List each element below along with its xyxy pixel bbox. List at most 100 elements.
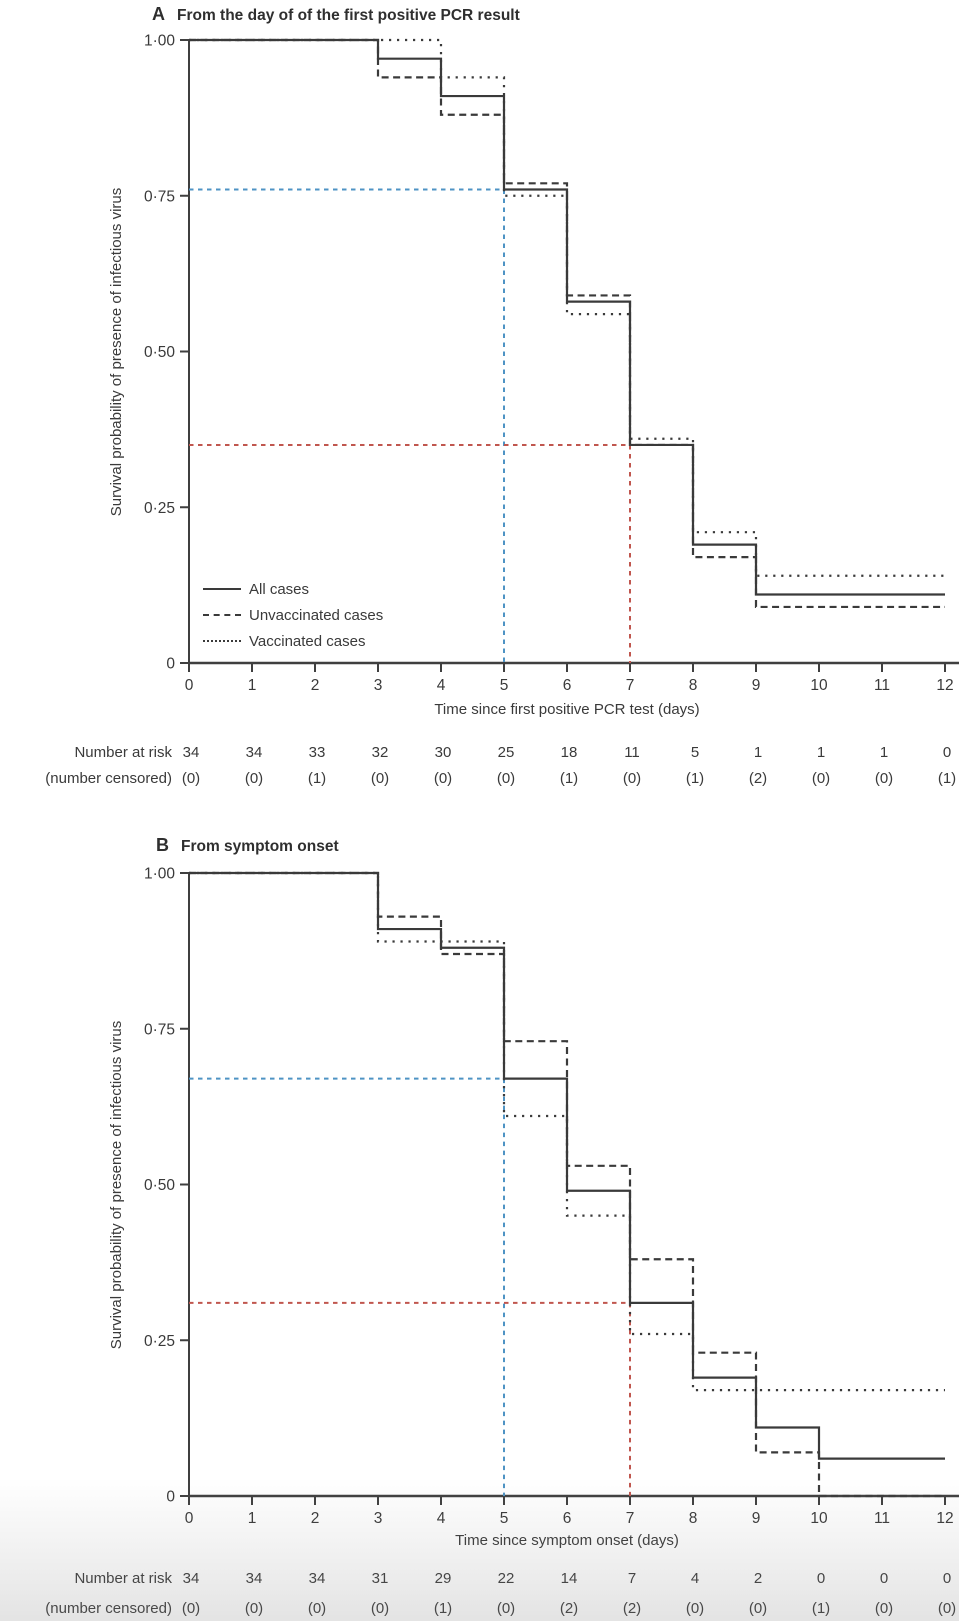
- panel-a-number-censored-row: (0) (0) (1) (0) (0) (0) (1) (0) (1) (2) (0) (0) (1): [0, 770, 959, 790]
- risk-cell: 22: [497, 1570, 515, 1587]
- risk-cell: (0): [181, 1600, 201, 1617]
- panel-a-title-text: From the day of of the first positive PC…: [177, 7, 520, 24]
- y-tick-label: 0·25: [144, 1333, 175, 1350]
- risk-cell: (0): [811, 770, 831, 787]
- panel-b-number-censored-row: (0) (0) (0) (0) (1) (0) (2) (2) (0) (0) (1) (0) (0): [0, 1600, 959, 1620]
- x-tick-label: 6: [563, 1510, 572, 1527]
- risk-cell: (0): [181, 770, 201, 787]
- risk-cell: 18: [560, 744, 578, 761]
- x-tick-label: 9: [752, 677, 761, 694]
- x-tick-label: 3: [374, 677, 383, 694]
- red-reference-day7: [189, 1301, 631, 1496]
- x-tick-label: 12: [936, 1510, 953, 1527]
- x-tick-label: 0: [185, 1510, 194, 1527]
- panel-b-title: B From symptom onset: [156, 835, 339, 856]
- series-unvaccinated-cases: [189, 871, 945, 1498]
- y-tick-label: 0: [166, 656, 175, 673]
- legend-label: Vaccinated cases: [249, 632, 366, 650]
- x-tick-label: 2: [311, 1510, 320, 1527]
- x-tick-label: 7: [626, 677, 635, 694]
- x-tick-label: 8: [689, 1510, 698, 1527]
- x-tick-label: 11: [874, 1510, 890, 1527]
- panel-b-number-at-risk-row: 34 34 34 31 29 22 14 7 4 2 0 0 0: [0, 1570, 959, 1590]
- risk-cell: 11: [624, 744, 640, 761]
- risk-cell: 0: [942, 744, 952, 761]
- x-tick-label: 10: [810, 1510, 828, 1527]
- risk-cell: (1): [811, 1600, 831, 1617]
- risk-cell: (0): [496, 1600, 516, 1617]
- y-tick-label: 0·75: [144, 188, 175, 205]
- x-tick-label: 9: [752, 1510, 761, 1527]
- x-tick-label: 7: [626, 1510, 635, 1527]
- risk-cell: 0: [816, 1570, 826, 1587]
- panel-b-x-axis-label: Time since symptom onset (days): [455, 1532, 679, 1549]
- solid-line-sample: [203, 588, 241, 590]
- y-tick-label: 0: [166, 1489, 175, 1506]
- risk-cell: (0): [622, 770, 642, 787]
- dashed-line-sample: [203, 614, 241, 616]
- risk-cell: 34: [308, 1570, 326, 1587]
- panel-b-letter: B: [156, 835, 169, 855]
- risk-cell: 1: [816, 744, 826, 761]
- risk-cell: (0): [370, 1600, 390, 1617]
- x-tick-label: 3: [374, 1510, 383, 1527]
- dotted-line-sample: [203, 640, 241, 642]
- panel-a-letter: A: [152, 4, 165, 24]
- risk-cell: 5: [690, 744, 700, 761]
- risk-cell: 34: [182, 744, 200, 761]
- x-tick-label: 1: [248, 677, 257, 694]
- risk-cell: (0): [748, 1600, 768, 1617]
- x-tick-label: 1: [248, 1510, 257, 1527]
- y-tick-label: 0·50: [144, 1177, 175, 1194]
- risk-cell: 1: [879, 744, 889, 761]
- risk-cell: (1): [937, 770, 957, 787]
- risk-cell: 33: [308, 744, 326, 761]
- risk-cell: 30: [434, 744, 452, 761]
- series-unvaccinated-cases: [189, 38, 945, 609]
- x-tick-label: 12: [936, 677, 953, 694]
- risk-cell: 34: [182, 1570, 200, 1587]
- legend-label: Unvaccinated cases: [249, 606, 384, 624]
- panel-b-y-axis-label: Survival probability of presence of infe…: [108, 1020, 125, 1350]
- risk-cell: 25: [497, 744, 515, 761]
- risk-cell: (0): [307, 1600, 327, 1617]
- y-tick-label: 0·75: [144, 1021, 175, 1038]
- panel-b-number-censored-label: (number censored): [45, 1600, 172, 1617]
- risk-cell: (0): [370, 770, 390, 787]
- risk-cell: (2): [748, 770, 768, 787]
- legend-entry-unvaccinated-cases: Unvaccinated cases: [203, 605, 383, 625]
- risk-cell: (0): [244, 770, 264, 787]
- y-tick-label: 0·50: [144, 344, 175, 361]
- risk-cell: 29: [434, 1570, 452, 1587]
- x-tick-label: 6: [563, 677, 572, 694]
- legend-entry-vaccinated-cases: Vaccinated cases: [203, 631, 365, 651]
- x-tick-label: 4: [437, 677, 446, 694]
- series-vaccinated-cases: [189, 38, 945, 577]
- legend-entry-all-cases: All cases: [203, 579, 309, 599]
- x-tick-label: 10: [810, 677, 828, 694]
- risk-cell: 14: [560, 1570, 578, 1587]
- panel-b-title-text: From symptom onset: [181, 838, 339, 855]
- series-all-cases: [189, 871, 945, 1460]
- x-tick-label: 5: [500, 1510, 509, 1527]
- risk-cell: 0: [879, 1570, 889, 1587]
- panel-a-title: A From the day of of the first positive P…: [152, 4, 520, 25]
- risk-cell: 2: [753, 1570, 763, 1587]
- y-tick-label: 1·00: [144, 33, 175, 50]
- risk-cell: 0: [942, 1570, 952, 1587]
- panel-a-number-at-risk-label: Number at risk: [74, 744, 172, 761]
- risk-cell: (0): [937, 1600, 957, 1617]
- risk-cell: 1: [753, 744, 763, 761]
- x-tick-label: 4: [437, 1510, 446, 1527]
- x-tick-label: 2: [311, 677, 320, 694]
- risk-cell: 34: [245, 1570, 263, 1587]
- risk-cell: (2): [559, 1600, 579, 1617]
- risk-cell: 32: [371, 744, 389, 761]
- risk-cell: (0): [685, 1600, 705, 1617]
- blue-reference-day5: [189, 1077, 505, 1496]
- risk-cell: 7: [627, 1570, 637, 1587]
- panel-a-x-axis-label: Time since first positive PCR test (days…: [434, 701, 700, 718]
